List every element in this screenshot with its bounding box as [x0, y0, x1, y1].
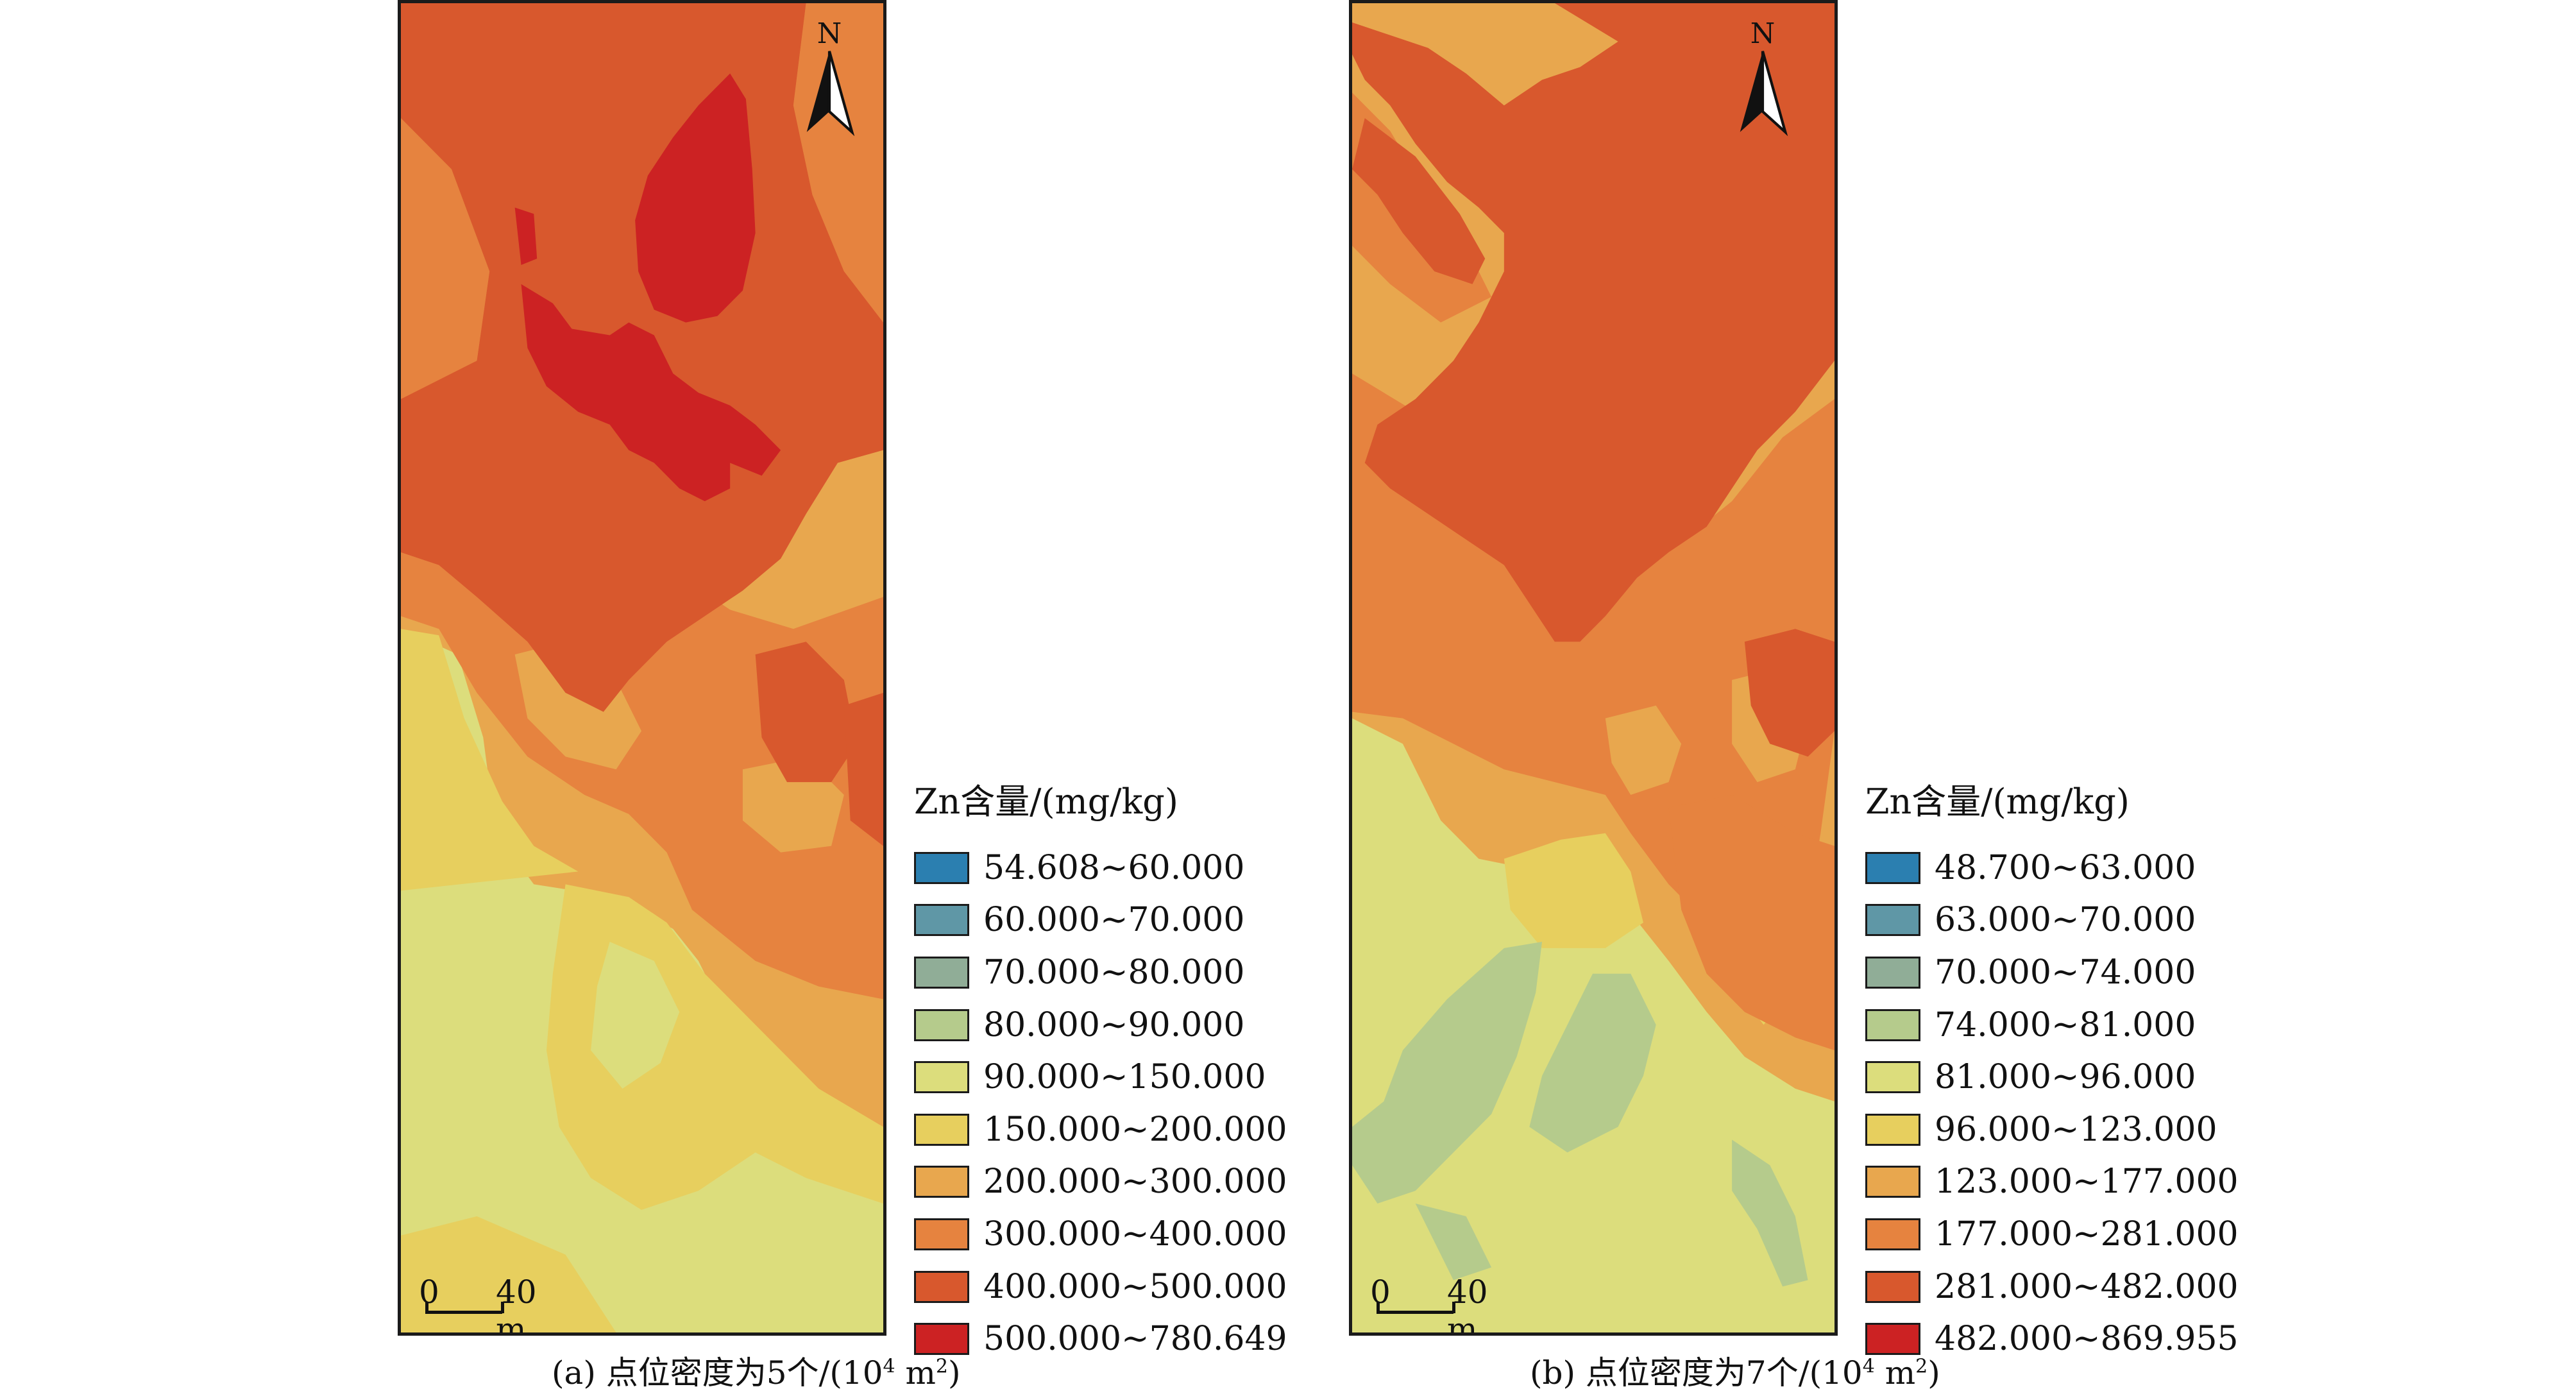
- legend-label: 281.000~482.000: [1935, 1267, 2239, 1306]
- legend-label: 70.000~80.000: [983, 953, 1245, 992]
- legend-swatch: [1865, 956, 1920, 989]
- legend-swatch: [914, 1009, 969, 1041]
- legend-label: 150.000~200.000: [983, 1110, 1287, 1149]
- legend-item: 123.000~177.000: [1865, 1156, 2239, 1209]
- legend-swatch: [914, 956, 969, 989]
- legend-label: 200.000~300.000: [983, 1162, 1287, 1202]
- legend-label: 177.000~281.000: [1935, 1214, 2239, 1254]
- legend-item: 300.000~400.000: [914, 1208, 1287, 1261]
- legend-swatch: [1865, 1061, 1920, 1094]
- legend-item: 60.000~70.000: [914, 894, 1287, 947]
- legend-swatch: [1865, 1113, 1920, 1146]
- legend-swatch: [914, 1113, 969, 1146]
- legend-label: 300.000~400.000: [983, 1214, 1287, 1254]
- north-label: N: [817, 17, 842, 50]
- legend-item: 54.608~60.000: [914, 842, 1287, 894]
- zn-raster-map-b: [1352, 3, 1835, 1332]
- legend-swatch: [914, 904, 969, 937]
- legend-label: 60.000~70.000: [983, 901, 1245, 940]
- legend-swatch: [1865, 1323, 1920, 1356]
- legend-item: 90.000~150.000: [914, 1051, 1287, 1103]
- caption-a: (a) 点位密度为5个/(104 m2): [552, 1354, 961, 1392]
- caption-b: (b) 点位密度为7个/(104 m2): [1530, 1354, 1940, 1392]
- legend-item: 150.000~200.000: [914, 1103, 1287, 1156]
- map-b: N 0 40 m: [1349, 0, 1838, 1336]
- legend-label: 63.000~70.000: [1935, 901, 2196, 940]
- legend-swatch: [914, 1218, 969, 1250]
- legend-swatch: [1865, 1218, 1920, 1250]
- legend-label: 123.000~177.000: [1935, 1162, 2239, 1202]
- legend-label: 81.000~96.000: [1935, 1058, 2196, 1097]
- legend-swatch: [914, 1061, 969, 1094]
- panel-b: N 0 40 m Zn含量/(mg/kg) 48.700~63.000 63.00…: [1349, 0, 2247, 1396]
- legend-item: 482.000~869.955: [1865, 1313, 2239, 1365]
- legend-item: 500.000~780.649: [914, 1313, 1287, 1365]
- north-label: N: [1750, 17, 1775, 50]
- north-arrow: N: [1731, 17, 1795, 146]
- scale-bar: 0 40 m: [1370, 1273, 1524, 1332]
- legend-item: 70.000~74.000: [1865, 946, 2239, 999]
- legend-label: 482.000~869.955: [1935, 1320, 2239, 1359]
- legend-label: 80.000~90.000: [983, 1005, 1245, 1044]
- legend-item: 74.000~81.000: [1865, 999, 2239, 1051]
- scale-value-label: 40 m: [1447, 1273, 1488, 1336]
- north-arrow: N: [797, 17, 861, 146]
- zone-74-81: [1352, 941, 1543, 1204]
- legend-label: 96.000~123.000: [1935, 1110, 2217, 1149]
- legend-label: 90.000~150.000: [983, 1058, 1266, 1097]
- legend-swatch: [914, 1166, 969, 1198]
- legend-swatch: [914, 1323, 969, 1356]
- panel-a: N 0 40 m Zn含量/(mg/kg) 54.608~60.000 60.00…: [398, 0, 1296, 1396]
- legend-swatch: [1865, 904, 1920, 937]
- legend-item: 400.000~500.000: [914, 1261, 1287, 1313]
- scale-bar: 0 40 m: [419, 1273, 573, 1332]
- north-arrow-icon: [1740, 51, 1788, 137]
- zone-96-123: [1504, 833, 1643, 948]
- map-a: N 0 40 m: [398, 0, 886, 1336]
- zn-raster-map-a: [401, 3, 883, 1332]
- legend-swatch: [1865, 851, 1920, 884]
- legend-label: 70.000~74.000: [1935, 953, 2196, 992]
- legend-label: 500.000~780.649: [983, 1320, 1287, 1359]
- legend-title: Zn含量/(mg/kg): [914, 781, 1178, 822]
- legend-swatch: [914, 851, 969, 884]
- legend-item: 48.700~63.000: [1865, 842, 2239, 894]
- legend-item: 96.000~123.000: [1865, 1103, 2239, 1156]
- legend-item: 70.000~80.000: [914, 946, 1287, 999]
- legend-swatch: [914, 1270, 969, 1303]
- north-arrow-icon: [806, 51, 855, 137]
- legend-label: 74.000~81.000: [1935, 1005, 2196, 1044]
- legend-item: 81.000~96.000: [1865, 1051, 2239, 1103]
- legend-swatch: [1865, 1009, 1920, 1041]
- legend-label: 54.608~60.000: [983, 848, 1245, 887]
- legend-item: 63.000~70.000: [1865, 894, 2239, 947]
- zone-281-482: [1352, 3, 1835, 642]
- legend-label: 48.700~63.000: [1935, 848, 2196, 887]
- zone-500-780: [635, 73, 756, 323]
- legend-title: Zn含量/(mg/kg): [1865, 781, 2130, 822]
- legend-swatch: [1865, 1166, 1920, 1198]
- legend-swatch: [1865, 1270, 1920, 1303]
- legend-label: 400.000~500.000: [983, 1267, 1287, 1306]
- scale-zero-label: 0: [1370, 1273, 1391, 1311]
- legend-item: 200.000~300.000: [914, 1156, 1287, 1209]
- legend-item: 177.000~281.000: [1865, 1208, 2239, 1261]
- legend-b: Zn含量/(mg/kg) 48.700~63.000 63.000~70.000 7…: [1865, 773, 2239, 1365]
- scale-zero-label: 0: [419, 1273, 439, 1311]
- legend-item: 281.000~482.000: [1865, 1261, 2239, 1313]
- legend-item: 80.000~90.000: [914, 999, 1287, 1051]
- zone-150-200: [401, 629, 579, 891]
- scale-value-label: 40 m: [496, 1273, 537, 1336]
- legend-a: Zn含量/(mg/kg) 54.608~60.000 60.000~70.000 7…: [914, 773, 1287, 1365]
